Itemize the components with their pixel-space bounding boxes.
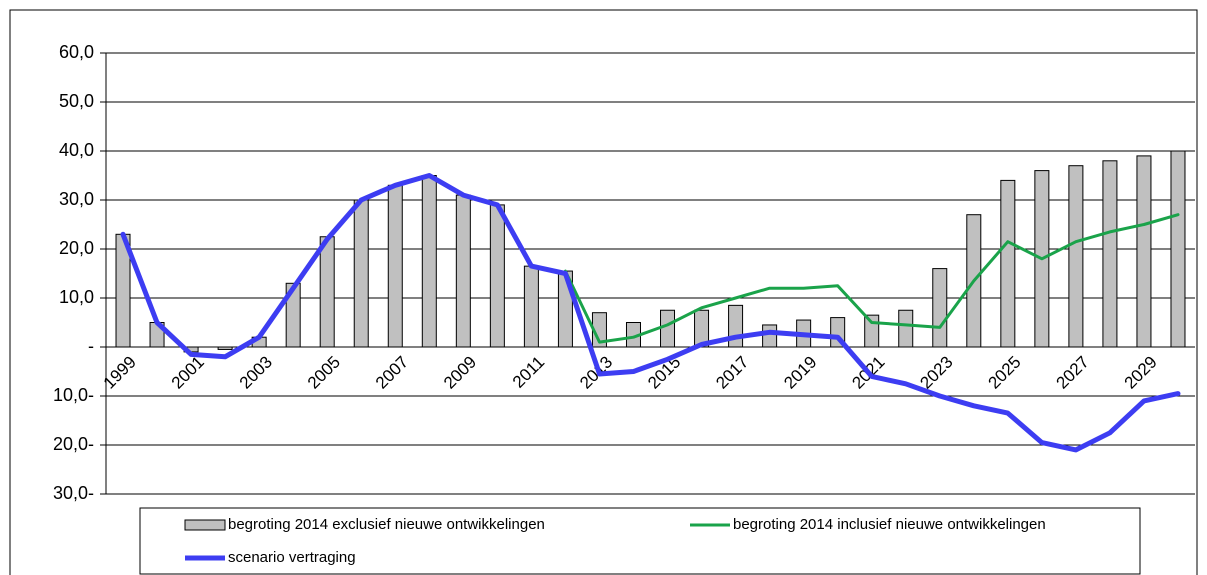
bar <box>932 268 948 348</box>
bar <box>387 184 403 348</box>
line <box>563 213 1180 344</box>
y-tick-label: 20,0 <box>59 238 94 258</box>
bar <box>489 204 505 348</box>
x-tick-label: 2001 <box>168 352 208 392</box>
legend-swatch <box>184 519 226 531</box>
x-tick-label: 2009 <box>440 352 480 392</box>
y-tick-label: 40,0 <box>59 140 94 160</box>
x-tick-label: 2005 <box>304 352 344 392</box>
y-tick-label: 30,0 <box>59 189 94 209</box>
x-tick-label: 2017 <box>712 352 752 392</box>
bar <box>864 314 880 348</box>
bar <box>217 346 233 350</box>
bar <box>285 282 301 348</box>
x-tick-label: 2023 <box>916 352 956 392</box>
bar <box>1102 160 1118 348</box>
x-tick-label: 2025 <box>984 352 1024 392</box>
bar <box>1170 150 1186 348</box>
bar <box>455 194 471 348</box>
y-tick-label: 10,0 <box>59 287 94 307</box>
y-tick-label: 30,0- <box>53 483 94 503</box>
bar <box>353 199 369 348</box>
bar <box>1000 179 1016 348</box>
bar <box>898 309 914 348</box>
chart-frame <box>9 9 1198 575</box>
x-tick-label: 2003 <box>236 352 276 392</box>
y-tick-label: 10,0- <box>53 385 94 405</box>
bar <box>1068 165 1084 348</box>
legend-label: begroting 2014 exclusief nieuwe ontwikke… <box>228 516 545 533</box>
bar <box>660 309 676 348</box>
bar <box>1136 155 1152 348</box>
legend-label: scenario vertraging <box>228 549 356 566</box>
x-tick-label: 2011 <box>509 352 548 391</box>
x-tick-label: 2007 <box>372 352 412 392</box>
bar <box>319 236 335 348</box>
bar <box>762 324 778 348</box>
x-tick-label: 2029 <box>1121 352 1161 392</box>
legend-label: begroting 2014 inclusief nieuwe ontwikke… <box>733 516 1046 533</box>
legend-box <box>139 507 1141 575</box>
line <box>120 173 1181 453</box>
y-tick-label: - <box>88 336 94 356</box>
y-tick-label: 60,0 <box>59 42 94 62</box>
x-tick-label: 2027 <box>1053 352 1093 392</box>
bar <box>523 265 539 348</box>
bar <box>421 175 437 348</box>
y-tick-label: 50,0 <box>59 91 94 111</box>
x-tick-label: 2019 <box>780 352 820 392</box>
y-tick-label: 20,0- <box>53 434 94 454</box>
